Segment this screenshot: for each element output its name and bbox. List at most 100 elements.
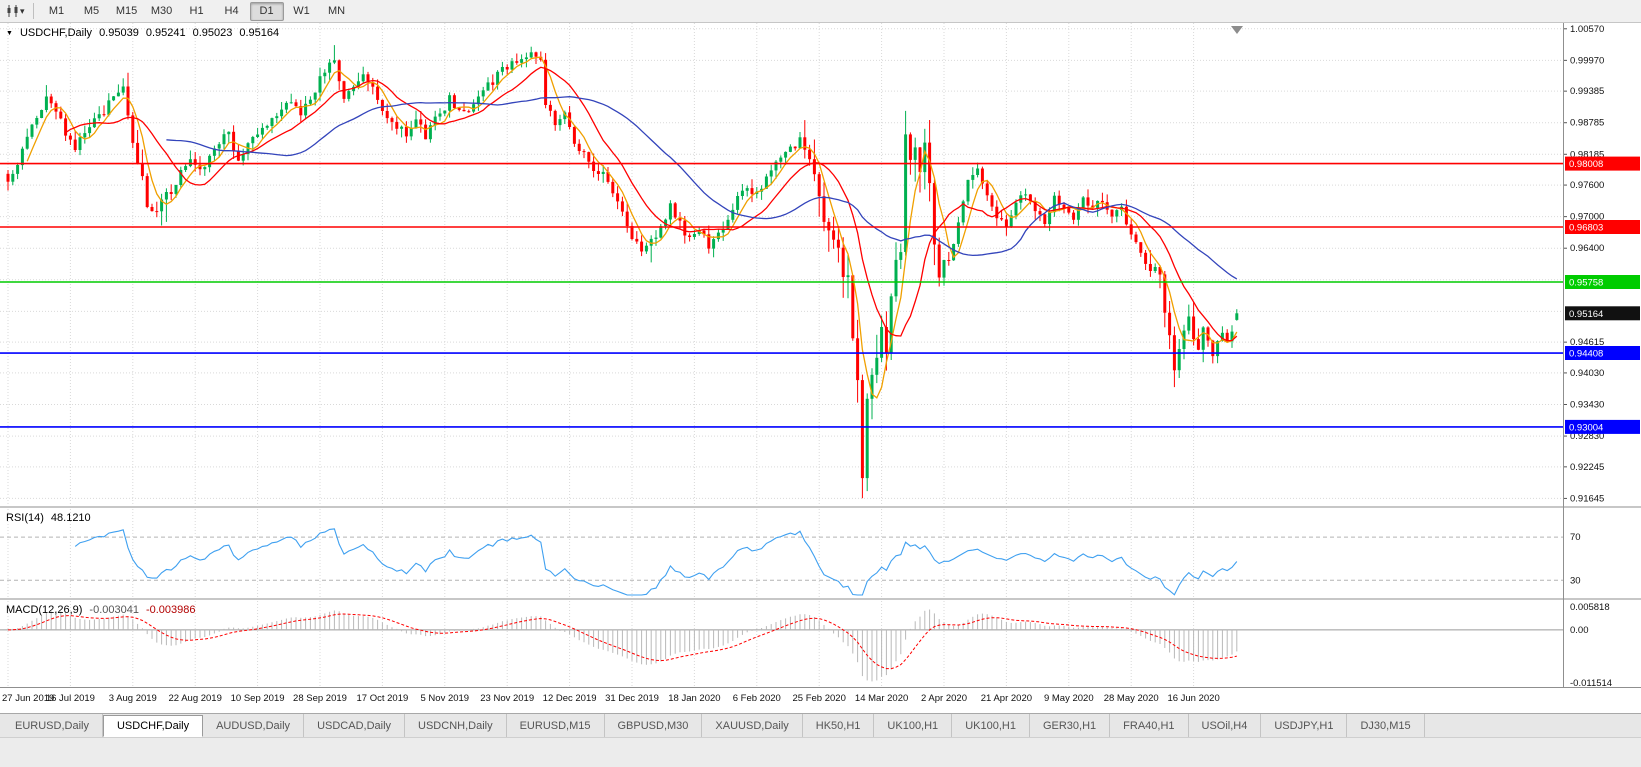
time-axis[interactable]: 27 Jun 201916 Jul 2019 3 Aug 2019 22 Aug 2… bbox=[2, 693, 1220, 704]
ma-34-line bbox=[166, 96, 1238, 280]
chart-tab-usoil-h4[interactable]: USOil,H4 bbox=[1188, 714, 1262, 737]
svg-text:0.95164: 0.95164 bbox=[1569, 309, 1603, 320]
chevron-down-icon[interactable]: ▾ bbox=[20, 5, 25, 16]
rsi-axis-label: 70 bbox=[1570, 532, 1581, 543]
svg-text:0.95758: 0.95758 bbox=[1569, 278, 1603, 289]
chart-canvas[interactable]: 1.00570 0.99970 0.99385 0.98785 0.98185 0.976… bbox=[0, 23, 1641, 713]
date-tick-label: 21 Apr 2020 bbox=[981, 693, 1032, 704]
timeframe-button-h4[interactable]: H4 bbox=[224, 4, 239, 17]
svg-text:0.94408: 0.94408 bbox=[1569, 349, 1603, 360]
timeframe-button-mn[interactable]: MN bbox=[327, 4, 346, 17]
ma-5-line bbox=[26, 56, 1238, 399]
timeframe-button-m1[interactable]: M1 bbox=[48, 4, 65, 17]
chart-shift-marker-icon[interactable] bbox=[1231, 26, 1243, 34]
price-tick-label: 0.99970 bbox=[1570, 55, 1604, 66]
price-tick-label: 0.91645 bbox=[1570, 493, 1604, 504]
chart-tab-xauusd-daily[interactable]: XAUUSD,Daily bbox=[702, 714, 803, 737]
date-tick-label: 3 Aug 2019 bbox=[109, 693, 157, 704]
timeframe-button-h1[interactable]: H1 bbox=[189, 4, 204, 17]
grid-lines bbox=[0, 23, 1563, 687]
chart-tab-usdcnh-daily[interactable]: USDCNH,Daily bbox=[405, 714, 507, 737]
toolbar-separator bbox=[32, 3, 34, 19]
price-tick-label: 0.92830 bbox=[1570, 431, 1604, 442]
timeframe-button-m15[interactable]: M15 bbox=[115, 4, 138, 17]
chart-tab-gbpusd-m30[interactable]: GBPUSD,M30 bbox=[604, 714, 703, 737]
date-tick-label: 6 Feb 2020 bbox=[733, 693, 781, 704]
chart-tab-usdchf-daily[interactable]: USDCHF,Daily bbox=[102, 715, 204, 737]
ma-13-line bbox=[65, 66, 1238, 342]
date-tick-label: 12 Dec 2019 bbox=[543, 693, 597, 704]
price-tick-label: 0.96400 bbox=[1570, 243, 1604, 254]
macd-axis-min: -0.011514 bbox=[1570, 678, 1612, 689]
price-tick-label: 0.98785 bbox=[1570, 118, 1604, 129]
chart-tab-audusd-daily[interactable]: AUDUSD,Daily bbox=[203, 714, 305, 737]
macd-axis-zero: 0.00 bbox=[1570, 625, 1589, 636]
chart-tab-uk100-h1[interactable]: UK100,H1 bbox=[874, 714, 953, 737]
chart-window: 1.00570 0.99970 0.99385 0.98785 0.98185 0.976… bbox=[0, 23, 1641, 713]
price-tag-0.96803: 0.96803 bbox=[1565, 220, 1640, 234]
timeframe-button-m30[interactable]: M30 bbox=[150, 4, 173, 17]
timeframe-toolbar: ▾ M1 M5 M15 M30 H1 H4 D1 W1 MN bbox=[0, 0, 1641, 23]
price-tick-label: 0.97000 bbox=[1570, 212, 1604, 223]
date-tick-label: 23 Nov 2019 bbox=[480, 693, 534, 704]
timeframe-button-d1[interactable]: D1 bbox=[249, 1, 284, 21]
rsi-line bbox=[74, 528, 1238, 596]
date-tick-label: 10 Sep 2019 bbox=[231, 693, 285, 704]
candlestick-series bbox=[6, 45, 1239, 499]
chart-tab-ger30-h1[interactable]: GER30,H1 bbox=[1029, 714, 1111, 737]
price-tick-label: 0.92245 bbox=[1570, 462, 1604, 473]
date-tick-label: 5 Nov 2019 bbox=[421, 693, 470, 704]
macd-axis-max: 0.005818 bbox=[1570, 602, 1610, 613]
date-tick-label: 2 Apr 2020 bbox=[921, 693, 967, 704]
price-tag-0.95758: 0.95758 bbox=[1565, 275, 1640, 289]
price-tick-label: 0.94030 bbox=[1570, 368, 1604, 379]
date-tick-label: 18 Jan 2020 bbox=[668, 693, 720, 704]
chart-tab-eurusd-m15[interactable]: EURUSD,M15 bbox=[506, 714, 605, 737]
date-tick-label: 16 Jul 2019 bbox=[46, 693, 95, 704]
chart-tab-eurusd-daily[interactable]: EURUSD,Daily bbox=[2, 714, 103, 737]
price-axis-drag-area[interactable] bbox=[1563, 23, 1641, 687]
date-tick-label: 28 May 2020 bbox=[1104, 693, 1159, 704]
chart-tab-dj30-m15[interactable]: DJ30,M15 bbox=[1347, 714, 1425, 737]
svg-text:0.96803: 0.96803 bbox=[1569, 223, 1603, 234]
timeframe-button-w1[interactable]: W1 bbox=[293, 4, 310, 17]
price-tick-label: 0.97600 bbox=[1570, 180, 1604, 191]
svg-text:0.93004: 0.93004 bbox=[1569, 422, 1603, 433]
date-tick-label: 27 Jun 2019 bbox=[2, 693, 54, 704]
chart-type-icon[interactable] bbox=[4, 3, 22, 20]
timeframe-button-m5[interactable]: M5 bbox=[83, 4, 100, 17]
price-tick-label: 0.98185 bbox=[1570, 149, 1604, 160]
price-tick-label: 1.00570 bbox=[1570, 24, 1604, 35]
price-tag-0.98008: 0.98008 bbox=[1565, 156, 1640, 171]
date-tick-label: 17 Oct 2019 bbox=[357, 693, 409, 704]
time-axis-drag-area[interactable] bbox=[0, 688, 1563, 712]
macd-histogram bbox=[7, 609, 1238, 682]
date-tick-label: 9 May 2020 bbox=[1044, 693, 1094, 704]
date-tick-label: 25 Feb 2020 bbox=[793, 693, 846, 704]
chart-tabs-bar: EURUSD,Daily USDCHF,Daily AUDUSD,Daily USDC… bbox=[0, 713, 1641, 737]
macd-signal-line bbox=[7, 613, 1237, 670]
svg-text:0.98008: 0.98008 bbox=[1569, 159, 1603, 170]
current-price-tag: 0.95164 bbox=[1565, 306, 1640, 321]
chart-tab-uk100-h1[interactable]: UK100,H1 bbox=[952, 714, 1030, 737]
timeframe-buttons-group: M1 M5 M15 M30 H1 H4 D1 W1 MN bbox=[40, 1, 354, 21]
date-tick-label: 16 Jun 2020 bbox=[1167, 693, 1219, 704]
chart-tab-fra40-h1[interactable]: FRA40,H1 bbox=[1110, 714, 1189, 737]
price-tag-0.93004: 0.93004 bbox=[1565, 419, 1640, 434]
status-bar bbox=[0, 737, 1641, 767]
price-tick-label: 0.93430 bbox=[1570, 399, 1604, 410]
price-axis[interactable]: 1.00570 0.99970 0.99385 0.98785 0.98185 0.976… bbox=[1564, 24, 1604, 505]
date-tick-label: 28 Sep 2019 bbox=[293, 693, 347, 704]
price-tick-label: 0.94615 bbox=[1570, 337, 1604, 348]
chart-tab-hk50-h1[interactable]: HK50,H1 bbox=[802, 714, 875, 737]
price-tick-label: 0.99385 bbox=[1570, 86, 1604, 97]
date-tick-label: 22 Aug 2019 bbox=[169, 693, 222, 704]
candlestick-glyph bbox=[7, 5, 18, 17]
rsi-axis-label: 30 bbox=[1570, 575, 1581, 586]
date-tick-label: 14 Mar 2020 bbox=[855, 693, 908, 704]
chart-tab-usdjpy-h1[interactable]: USDJPY,H1 bbox=[1261, 714, 1348, 737]
date-tick-label: 31 Dec 2019 bbox=[605, 693, 659, 704]
price-tag-0.94408: 0.94408 bbox=[1565, 346, 1640, 360]
chart-tab-usdcad-daily[interactable]: USDCAD,Daily bbox=[304, 714, 406, 737]
